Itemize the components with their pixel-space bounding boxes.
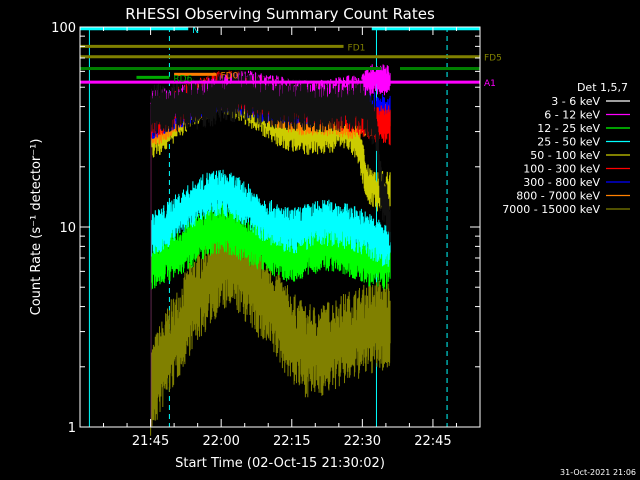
legend-label: 3 - 6 keV — [551, 95, 600, 108]
flag-bar-2 — [80, 55, 480, 59]
flag-bar-5 — [174, 72, 217, 76]
flag-bar-3 — [400, 67, 480, 71]
flag-bar-1 — [80, 44, 344, 48]
render-timestamp: 31-Oct-2021 21:06 — [560, 468, 636, 477]
flag-label-2: FD5 — [484, 54, 502, 64]
flag-bar-4 — [80, 80, 480, 84]
y-axis-label: Count Rate (s⁻¹ detector⁻¹) — [29, 139, 44, 316]
flag-bars: N FD1 FD5 A1 FD0 RD6 — [80, 26, 502, 89]
flag-bar-3 — [80, 67, 382, 71]
x-tick-label: 21:45 — [132, 434, 169, 449]
legend-label: 800 - 7000 keV — [516, 190, 600, 203]
flag-bar-6 — [136, 75, 170, 79]
x-tick-label: 22:45 — [414, 434, 451, 449]
x-axis-label: Start Time (02-Oct-15 21:30:02) — [175, 456, 385, 471]
flag-bar-0 — [80, 27, 189, 31]
legend-label: 300 - 800 keV — [523, 176, 600, 189]
flag-label-4: A1 — [484, 79, 496, 89]
legend-label: 50 - 100 keV — [530, 149, 600, 162]
flag-label-5: FD0 — [220, 71, 238, 81]
flag-label-1: FD1 — [348, 43, 366, 53]
legend-label: 25 - 50 keV — [537, 136, 600, 149]
x-tick-label: 22:00 — [202, 434, 239, 449]
legend-title: Det 1,5,7 — [577, 81, 628, 94]
legend-label: 12 - 25 keV — [537, 122, 600, 135]
series-layer — [150, 64, 391, 436]
flag-bar-0 — [371, 27, 480, 31]
flag-label-6: RD6 — [173, 74, 192, 84]
chart-title: RHESSI Observing Summary Count Rates — [125, 5, 435, 23]
y-tick-label: 1 — [68, 421, 76, 436]
legend-label: 7000 - 15000 keV — [502, 203, 600, 216]
x-tick-label: 22:15 — [273, 434, 310, 449]
axes-ticks: 21:45 22:00 22:15 22:30 22:45 1 10 100 — [51, 21, 481, 449]
y-tick-label: 10 — [59, 221, 76, 236]
series-trace-0 — [150, 69, 391, 427]
x-tick-label: 22:30 — [344, 434, 381, 449]
flag-label-0: N — [192, 26, 199, 36]
legend-label: 6 - 12 keV — [544, 109, 600, 122]
y-tick-label: 100 — [51, 21, 76, 36]
legend-label: 100 - 300 keV — [523, 163, 600, 176]
